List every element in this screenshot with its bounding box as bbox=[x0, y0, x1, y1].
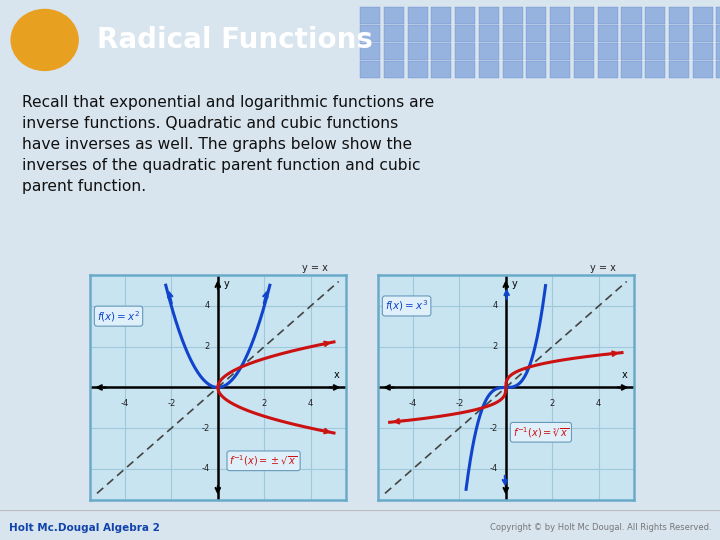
Bar bbox=[550, 60, 570, 78]
Bar bbox=[645, 60, 665, 78]
Bar bbox=[693, 60, 713, 78]
Bar bbox=[645, 43, 665, 60]
Bar bbox=[716, 43, 720, 60]
Bar bbox=[408, 60, 428, 78]
Bar bbox=[431, 43, 451, 60]
Ellipse shape bbox=[10, 9, 79, 71]
Bar bbox=[598, 60, 618, 78]
Bar bbox=[621, 7, 642, 24]
Text: x: x bbox=[333, 370, 339, 380]
Bar bbox=[384, 25, 404, 42]
Text: Holt Mc.Dougal Algebra 2: Holt Mc.Dougal Algebra 2 bbox=[9, 523, 160, 532]
Text: -2: -2 bbox=[167, 399, 176, 408]
Bar bbox=[716, 25, 720, 42]
Bar bbox=[526, 25, 546, 42]
Bar bbox=[669, 43, 689, 60]
Bar bbox=[384, 60, 404, 78]
Bar bbox=[574, 60, 594, 78]
Bar bbox=[479, 60, 499, 78]
Bar bbox=[455, 43, 475, 60]
Bar bbox=[693, 7, 713, 24]
Bar bbox=[503, 25, 523, 42]
Text: -4: -4 bbox=[121, 399, 129, 408]
Bar bbox=[526, 43, 546, 60]
Text: $f(x)=x^2$: $f(x)=x^2$ bbox=[97, 309, 140, 323]
Bar bbox=[455, 60, 475, 78]
Bar bbox=[669, 60, 689, 78]
Bar bbox=[384, 7, 404, 24]
Bar bbox=[621, 25, 642, 42]
Bar bbox=[693, 25, 713, 42]
Bar bbox=[669, 7, 689, 24]
Text: 4: 4 bbox=[204, 301, 210, 310]
Text: -4: -4 bbox=[202, 464, 210, 474]
Bar bbox=[479, 25, 499, 42]
Bar bbox=[360, 7, 380, 24]
Text: Recall that exponential and logarithmic functions are
inverse functions. Quadrat: Recall that exponential and logarithmic … bbox=[22, 95, 434, 194]
Bar bbox=[574, 43, 594, 60]
Bar bbox=[408, 25, 428, 42]
Bar bbox=[360, 60, 380, 78]
Bar bbox=[526, 7, 546, 24]
Bar bbox=[574, 7, 594, 24]
Text: 4: 4 bbox=[492, 301, 498, 310]
Text: y = x: y = x bbox=[302, 264, 328, 273]
Text: y = x: y = x bbox=[590, 264, 616, 273]
Text: Radical Functions: Radical Functions bbox=[97, 26, 373, 54]
Bar bbox=[550, 25, 570, 42]
Text: 2: 2 bbox=[492, 342, 498, 351]
Bar bbox=[621, 60, 642, 78]
Bar bbox=[598, 43, 618, 60]
Bar bbox=[479, 43, 499, 60]
Bar bbox=[431, 60, 451, 78]
Text: 2: 2 bbox=[549, 399, 555, 408]
Bar bbox=[669, 25, 689, 42]
Text: -2: -2 bbox=[455, 399, 464, 408]
Text: x: x bbox=[621, 370, 627, 380]
Bar bbox=[408, 7, 428, 24]
Text: Copyright © by Holt Mc Dougal. All Rights Reserved.: Copyright © by Holt Mc Dougal. All Right… bbox=[490, 523, 711, 532]
Text: $f^{-1}(x)=\sqrt[3]{x}$: $f^{-1}(x)=\sqrt[3]{x}$ bbox=[513, 425, 569, 440]
Text: $f^{-1}(x)=\pm\sqrt{x}$: $f^{-1}(x)=\pm\sqrt{x}$ bbox=[230, 454, 297, 468]
Bar bbox=[503, 43, 523, 60]
Bar bbox=[550, 7, 570, 24]
Bar bbox=[455, 25, 475, 42]
Bar bbox=[431, 7, 451, 24]
Text: -2: -2 bbox=[202, 424, 210, 433]
Bar bbox=[574, 25, 594, 42]
Bar bbox=[360, 43, 380, 60]
Text: 2: 2 bbox=[204, 342, 210, 351]
Text: y: y bbox=[512, 279, 518, 288]
Bar bbox=[503, 7, 523, 24]
Bar bbox=[431, 25, 451, 42]
Text: -2: -2 bbox=[490, 424, 498, 433]
Bar bbox=[526, 60, 546, 78]
Bar bbox=[550, 43, 570, 60]
Bar bbox=[408, 43, 428, 60]
Text: $f(x)=x^3$: $f(x)=x^3$ bbox=[385, 299, 428, 313]
Bar bbox=[645, 25, 665, 42]
Text: 4: 4 bbox=[596, 399, 601, 408]
Bar bbox=[503, 60, 523, 78]
Text: 2: 2 bbox=[261, 399, 267, 408]
Bar bbox=[598, 25, 618, 42]
Text: -4: -4 bbox=[490, 464, 498, 474]
Bar bbox=[360, 25, 380, 42]
Text: -4: -4 bbox=[409, 399, 417, 408]
Text: y: y bbox=[224, 279, 230, 288]
Bar bbox=[716, 60, 720, 78]
Bar bbox=[598, 7, 618, 24]
Bar bbox=[384, 43, 404, 60]
Bar bbox=[455, 7, 475, 24]
Bar bbox=[621, 43, 642, 60]
Bar bbox=[693, 43, 713, 60]
Bar bbox=[716, 7, 720, 24]
Text: 4: 4 bbox=[308, 399, 313, 408]
Bar bbox=[645, 7, 665, 24]
Bar bbox=[479, 7, 499, 24]
